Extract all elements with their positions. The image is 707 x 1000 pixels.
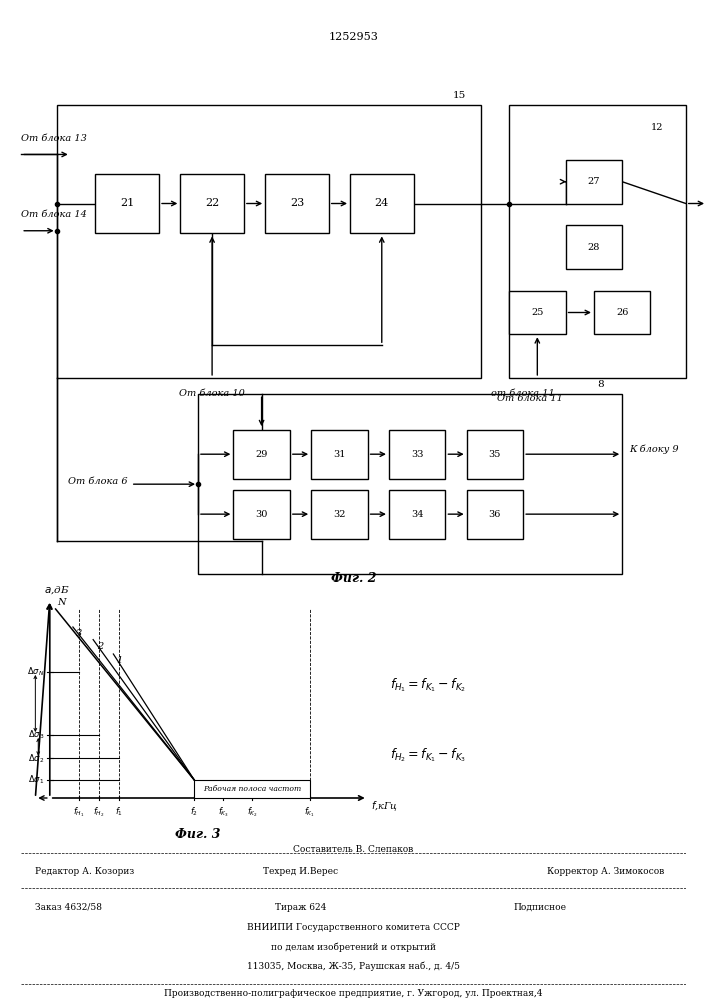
Text: 1: 1 xyxy=(116,656,122,665)
Text: от блока 11: от блока 11 xyxy=(491,389,555,398)
Text: $f_2$: $f_2$ xyxy=(190,805,199,818)
Text: 3: 3 xyxy=(76,629,82,638)
Text: От блока 14: От блока 14 xyxy=(21,210,87,219)
Text: 8: 8 xyxy=(597,380,604,389)
Text: 12: 12 xyxy=(651,123,664,132)
Bar xyxy=(389,490,445,539)
Bar xyxy=(233,430,290,479)
Text: 26: 26 xyxy=(616,308,629,317)
Bar xyxy=(509,105,686,378)
Bar xyxy=(311,430,368,479)
Text: 28: 28 xyxy=(588,243,600,252)
Text: $f_{H_2}$: $f_{H_2}$ xyxy=(93,805,105,819)
Bar xyxy=(566,225,622,269)
Text: 31: 31 xyxy=(333,450,346,459)
Text: От блока 6: От блока 6 xyxy=(68,477,127,486)
Bar xyxy=(265,174,329,233)
Text: 21: 21 xyxy=(120,198,134,209)
Text: ВНИИПИ Государственного комитета СССР: ВНИИПИ Государственного комитета СССР xyxy=(247,924,460,932)
Text: 1252953: 1252953 xyxy=(329,32,378,42)
Text: 29: 29 xyxy=(255,450,268,459)
Text: $f$,кГц: $f$,кГц xyxy=(370,800,397,813)
Text: 2: 2 xyxy=(98,642,104,651)
Bar xyxy=(95,174,159,233)
Bar xyxy=(467,430,523,479)
Text: 23: 23 xyxy=(290,198,304,209)
Text: 22: 22 xyxy=(205,198,219,209)
Text: $\Delta\sigma_N$: $\Delta\sigma_N$ xyxy=(27,666,44,678)
Text: $\Delta\sigma_3$: $\Delta\sigma_3$ xyxy=(28,729,44,741)
Text: $f_{K_2}$: $f_{K_2}$ xyxy=(247,805,257,819)
Bar xyxy=(194,780,310,798)
Text: $f_{H_2} = f_{K_1} - f_{K_3}$: $f_{H_2} = f_{K_1} - f_{K_3}$ xyxy=(390,746,467,764)
Text: 24: 24 xyxy=(375,198,389,209)
Text: $f_{H_1} = f_{K_1} - f_{K_2}$: $f_{H_1} = f_{K_1} - f_{K_2}$ xyxy=(390,676,467,694)
Text: Рабочая полоса частот: Рабочая полоса частот xyxy=(203,785,301,793)
Text: $f_1$: $f_1$ xyxy=(115,805,123,818)
Bar xyxy=(509,291,566,334)
Text: $\Delta\sigma_1$: $\Delta\sigma_1$ xyxy=(28,774,44,786)
Text: 35: 35 xyxy=(489,450,501,459)
Bar xyxy=(57,105,481,378)
Text: $f_{K_3}$: $f_{K_3}$ xyxy=(218,805,228,819)
Text: $a$,дБ: $a$,дБ xyxy=(44,585,70,596)
Text: Тираж 624: Тираж 624 xyxy=(274,903,326,912)
Text: От блока 13: От блока 13 xyxy=(21,134,87,143)
Text: 15: 15 xyxy=(453,91,466,100)
Text: 34: 34 xyxy=(411,510,423,519)
Bar xyxy=(180,174,244,233)
Text: Заказ 4632/58: Заказ 4632/58 xyxy=(35,903,102,912)
Text: Производственно-полиграфическое предприятие, г. Ужгород, ул. Проектная,4: Производственно-полиграфическое предприя… xyxy=(164,989,543,998)
Text: От блока 11: От блока 11 xyxy=(497,394,563,403)
Text: $\Delta\sigma_2$: $\Delta\sigma_2$ xyxy=(28,752,44,765)
Text: $f_{H_1}$: $f_{H_1}$ xyxy=(73,805,84,819)
Text: 33: 33 xyxy=(411,450,423,459)
Text: 30: 30 xyxy=(255,510,268,519)
Bar xyxy=(467,490,523,539)
Bar xyxy=(594,291,650,334)
Text: Техред И.Верес: Техред И.Верес xyxy=(263,867,338,876)
Bar xyxy=(233,490,290,539)
Bar xyxy=(566,160,622,204)
Text: Составитель В. Слепаков: Составитель В. Слепаков xyxy=(293,845,414,854)
Bar xyxy=(389,430,445,479)
Text: 36: 36 xyxy=(489,510,501,519)
Bar xyxy=(350,174,414,233)
Bar xyxy=(311,490,368,539)
Text: 25: 25 xyxy=(531,308,544,317)
Text: 113035, Москва, Ж-35, Раушская наб., д. 4/5: 113035, Москва, Ж-35, Раушская наб., д. … xyxy=(247,962,460,971)
Text: $f_{K_1}$: $f_{K_1}$ xyxy=(304,805,315,819)
Text: N: N xyxy=(57,598,66,607)
Text: Фиг. 2: Фиг. 2 xyxy=(331,572,376,585)
Text: Корректор А. Зимокосов: Корректор А. Зимокосов xyxy=(547,867,665,876)
Text: Подписное: Подписное xyxy=(513,903,566,912)
Text: От блока 10: От блока 10 xyxy=(179,389,245,398)
Text: 32: 32 xyxy=(333,510,346,519)
Text: 27: 27 xyxy=(588,177,600,186)
Text: К блоку 9: К блоку 9 xyxy=(629,444,679,454)
Text: Фиг. 3: Фиг. 3 xyxy=(175,828,221,841)
Bar xyxy=(198,394,622,574)
Text: по делам изобретений и открытий: по делам изобретений и открытий xyxy=(271,942,436,952)
Text: Редактор А. Козориз: Редактор А. Козориз xyxy=(35,867,134,876)
